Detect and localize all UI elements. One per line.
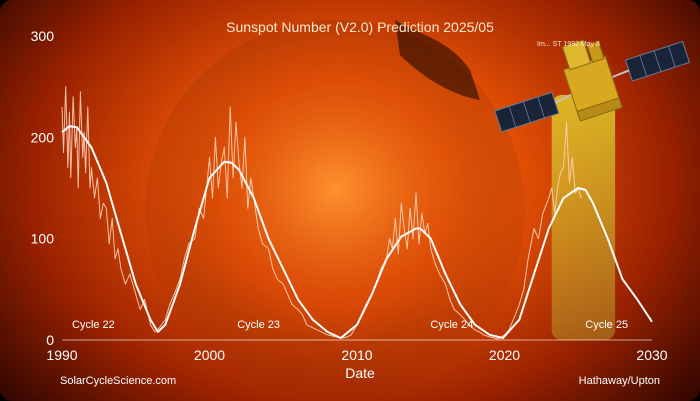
- plot-layer: [61, 86, 653, 340]
- series-line-smooth-fit: [61, 125, 653, 339]
- x-axis-label: Date: [345, 365, 375, 381]
- y-tick-label: 100: [31, 231, 55, 247]
- y-tick-label: 200: [31, 129, 55, 145]
- right-caption: Hathaway/Upton: [579, 375, 660, 387]
- cycle-label: Cycle 24: [430, 319, 473, 331]
- satellite-icon: [494, 39, 691, 133]
- x-tick-label: 2020: [489, 347, 520, 363]
- ticks-layer: 1990 2000 2010 2020 2030 0 100 200 300: [31, 28, 668, 363]
- prediction-highlight: [551, 95, 616, 340]
- y-tick-label: 0: [46, 332, 54, 348]
- coronal-hole: [395, 20, 480, 100]
- x-tick-label: 2000: [194, 347, 225, 363]
- cycle-label: Cycle 23: [237, 319, 280, 331]
- cycle-label: Cycle 22: [72, 319, 115, 331]
- chart-title: Sunspot Number (V2.0) Prediction 2025/05: [226, 19, 494, 35]
- y-tick-label: 300: [31, 28, 55, 44]
- x-tick-label: 1990: [46, 347, 77, 363]
- x-tick-label: 2010: [341, 347, 372, 363]
- image-caption: Im... ST 1992 May 8: [537, 41, 600, 48]
- cycle-label: Cycle 25: [585, 319, 628, 331]
- cycle-labels: Cycle 22 Cycle 23 Cycle 24 Cycle 25: [72, 319, 628, 331]
- x-tick-label: 2030: [636, 347, 667, 363]
- sun-disk: [145, 20, 525, 400]
- series-line-monthly: [61, 86, 582, 340]
- left-caption: SolarCycleScience.com: [60, 375, 176, 387]
